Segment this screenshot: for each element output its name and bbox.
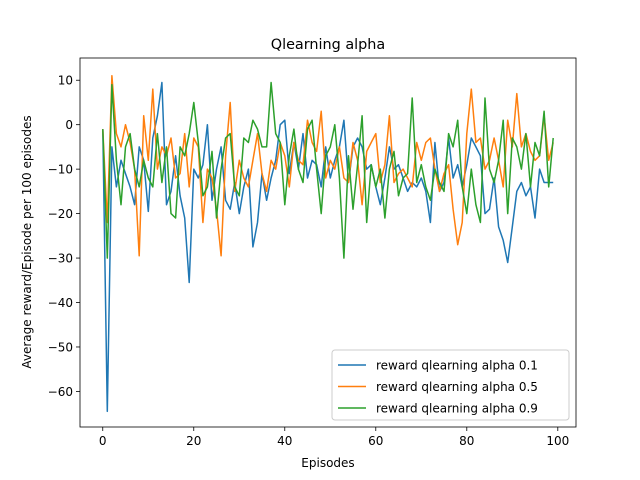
y-tick-label: −60 [48,385,73,399]
y-tick-label: −50 [48,340,73,354]
legend-box [331,349,570,421]
legend-label-2: reward qlearning alpha 0.9 [376,402,538,416]
axes-frame [79,57,577,428]
x-tick-label: 0 [99,434,107,448]
y-axis-label: Average reward/Episode per 100 episodes [20,115,34,368]
series-layer [102,75,554,413]
y-tick-label: −40 [48,296,73,310]
x-tick-label: 20 [186,434,201,448]
y-tick-label: −10 [48,163,73,177]
legend-label-0: reward qlearning alpha 0.1 [376,359,538,373]
y-tick-label: −20 [48,207,73,221]
y-tick-label: 10 [58,74,73,88]
x-tick-label: 60 [368,434,383,448]
series-line-2 [102,81,554,259]
x-tick-label: 80 [459,434,474,448]
legend-label-1: reward qlearning alpha 0.5 [376,380,538,394]
x-tick-label: 100 [546,434,569,448]
x-tick-label: 40 [277,434,292,448]
x-axis: 0 20 40 60 80 100 [99,427,569,448]
legend: reward qlearning alpha 0.1 reward qlearni… [331,349,570,421]
x-axis-label: Episodes [301,456,354,470]
y-tick-label: −30 [48,252,73,266]
y-tick-label: 0 [65,118,73,132]
y-axis: 10 0 −10 −20 −30 −40 −50 −60 [48,74,80,399]
chart-title: Qlearning alpha [271,37,386,53]
